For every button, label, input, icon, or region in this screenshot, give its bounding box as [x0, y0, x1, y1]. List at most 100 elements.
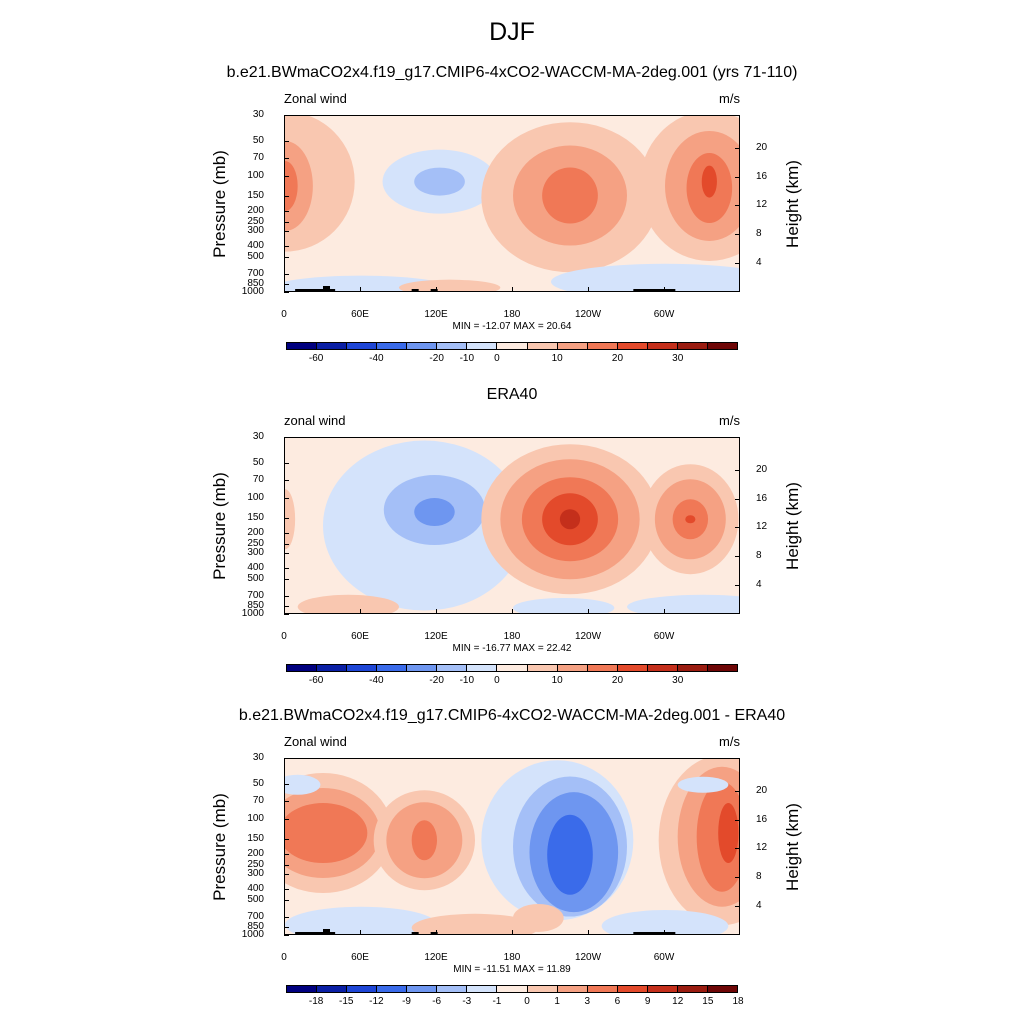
topography-mask	[411, 932, 419, 934]
colorbar-swatch	[407, 665, 438, 671]
colorbar-swatch	[497, 986, 528, 992]
pressure-tick-label: 500	[247, 251, 264, 262]
longitude-tick-mark	[284, 930, 285, 935]
contour-fills	[285, 116, 739, 291]
longitude-tick-mark	[588, 609, 589, 614]
longitude-tick-mark	[360, 930, 361, 935]
pressure-tick-mark	[284, 245, 289, 247]
colorbar-label: -6	[432, 996, 442, 1007]
longitude-tick-mark	[664, 930, 665, 935]
height-tick-mark	[735, 176, 740, 178]
pressure-tick-label: 700	[247, 267, 264, 279]
pressure-tick-label: 850	[247, 599, 264, 611]
contour-region	[399, 279, 501, 291]
y-axis-label-height: Height (km)	[783, 802, 802, 891]
contour-region	[285, 160, 298, 211]
pressure-tick-mark	[284, 115, 289, 116]
pressure-tick-mark	[284, 292, 289, 293]
colorbar-swatch	[707, 986, 737, 992]
contour-region	[685, 515, 696, 524]
pressure-tick-label: 1000	[241, 286, 264, 297]
panel-title: b.e21.BWmaCO2x4.f19_g17.CMIP6-4xCO2-WACC…	[226, 64, 798, 81]
contour-field	[285, 759, 739, 934]
height-tick-label: 8	[756, 228, 762, 240]
pressure-tick-mark	[284, 818, 289, 820]
height-tick-mark	[735, 498, 740, 500]
colorbar-swatch	[707, 665, 737, 671]
colorbar-swatch	[467, 665, 498, 671]
contour-region	[513, 903, 564, 932]
pressure-tick-label: 1000	[241, 929, 264, 940]
colorbar-swatch	[467, 343, 498, 349]
colorbar-swatch	[467, 986, 498, 992]
colorbar-swatch	[437, 343, 468, 349]
panel-variable-label: Zonal wind	[284, 91, 347, 106]
pressure-tick-mark	[284, 532, 289, 534]
pressure-tick-mark	[284, 462, 289, 464]
pressure-tick-mark	[284, 567, 289, 569]
pressure-tick-mark	[284, 196, 289, 198]
contour-plot	[284, 437, 740, 614]
longitude-tick-label: 120W	[574, 631, 602, 642]
contour-region	[285, 774, 321, 795]
pressure-tick-mark	[284, 175, 289, 177]
height-tick-label: 20	[756, 463, 768, 475]
colorbar-swatch	[347, 343, 378, 349]
colorbar-label: 15	[702, 996, 714, 1007]
contour-region	[411, 820, 437, 861]
colorbar-label: -40	[369, 353, 384, 364]
longitude-tick-label: 0	[281, 631, 287, 642]
contour-fills	[285, 440, 739, 613]
pressure-tick-label: 400	[247, 882, 264, 894]
contour-region	[285, 489, 296, 550]
pressure-tick-label: 850	[247, 920, 264, 932]
longitude-tick-label: 60W	[653, 631, 675, 642]
pressure-tick-mark	[284, 605, 289, 607]
contour-region	[701, 165, 717, 198]
pressure-tick-label: 50	[252, 134, 264, 146]
longitude-tick-label: 120E	[424, 309, 448, 320]
panel-variable-label: Zonal wind	[284, 734, 347, 749]
colorbar-swatch	[617, 343, 648, 349]
contour-region	[297, 594, 399, 613]
colorbar-label: 30	[672, 675, 684, 686]
height-tick-mark	[735, 205, 740, 207]
contour-field	[285, 440, 739, 613]
pressure-tick-mark	[284, 273, 289, 275]
contour-region	[411, 913, 539, 934]
colorbar-label: 18	[732, 996, 744, 1007]
colorbar-swatch	[587, 665, 618, 671]
colorbar-swatch	[677, 665, 708, 671]
height-tick-mark	[735, 527, 740, 529]
colorbar-swatch	[587, 343, 618, 349]
panel-variable-label: zonal wind	[284, 413, 346, 428]
colorbar-label: -3	[462, 996, 472, 1007]
height-tick-label: 8	[756, 550, 762, 562]
panel-units-label: m/s	[719, 91, 740, 106]
pressure-tick-mark	[284, 900, 289, 901]
colorbar-swatch	[587, 986, 618, 992]
colorbar-label: -10	[459, 675, 475, 686]
height-tick-label: 20	[756, 141, 768, 153]
y-axis-label-pressure: Pressure (mb)	[210, 792, 229, 901]
longitude-tick-mark	[360, 609, 361, 614]
min-max-label: MIN = -11.51 MAX = 11.89	[453, 964, 571, 975]
colorbar-label: 6	[614, 996, 621, 1007]
longitude-tick-label: 120W	[574, 309, 602, 320]
colorbar-swatch	[527, 665, 558, 671]
height-tick-label: 4	[756, 900, 762, 912]
pressure-tick-label: 700	[247, 910, 264, 922]
longitude-tick-label: 60W	[653, 952, 675, 963]
pressure-tick-label: 100	[247, 812, 264, 824]
height-tick-label: 16	[756, 170, 768, 182]
longitude-tick-label: 120E	[424, 952, 448, 963]
y-axis-label-height: Height (km)	[783, 481, 802, 570]
pressure-tick-label: 70	[252, 151, 264, 163]
height-tick-label: 16	[756, 813, 768, 825]
pressure-tick-mark	[284, 874, 289, 876]
pressure-tick-label: 300	[247, 547, 264, 559]
colorbar-swatch	[377, 986, 408, 992]
pressure-tick-mark	[284, 800, 289, 802]
topography-mask	[295, 289, 336, 291]
topography-mask	[295, 932, 336, 934]
